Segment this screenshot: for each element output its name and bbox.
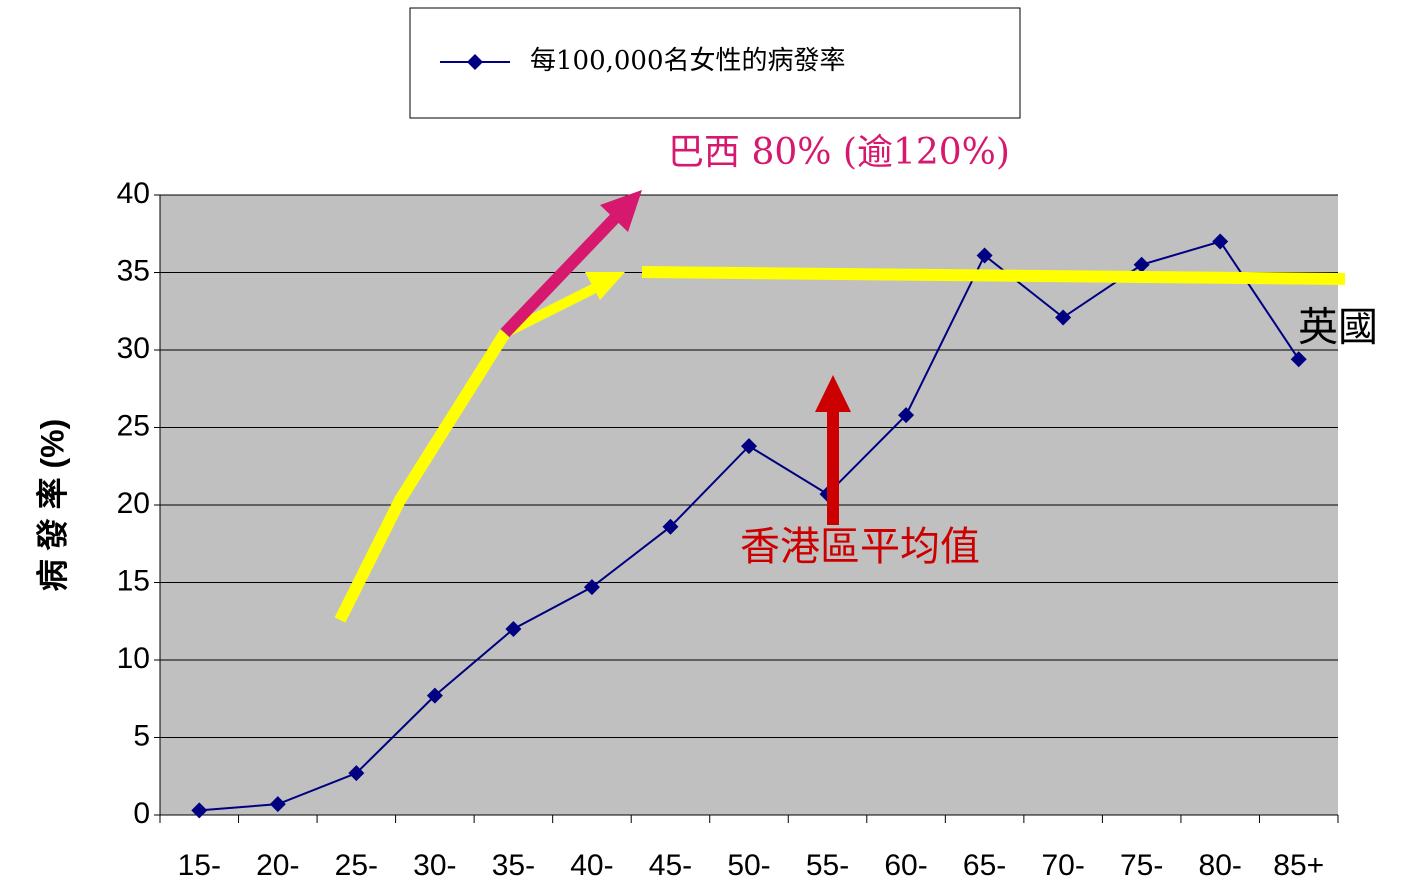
marker: [269, 796, 286, 813]
legend-label: 每100,000名女性的病發率: [530, 46, 846, 76]
x-tick-label: 70-: [1041, 849, 1084, 882]
x-tick-label: 75-: [1120, 849, 1163, 882]
y-tick-label: 20: [117, 487, 150, 520]
y-tick-label: 5: [133, 719, 150, 752]
x-tick-label: 45-: [649, 849, 692, 882]
annotation: 英國: [1298, 306, 1378, 350]
y-tick-label: 15: [117, 564, 150, 597]
annotation: 巴西 80% (逾120%): [668, 132, 1010, 173]
x-tick-label: 55-: [806, 849, 849, 882]
y-tick-label: 40: [117, 177, 150, 210]
y-tick-label: 30: [117, 332, 150, 365]
pink-arrow: [500, 213, 620, 338]
y-tick-label: 0: [133, 797, 150, 830]
marker: [741, 438, 757, 455]
marker: [426, 687, 443, 704]
annotation: 香港區平均值: [740, 524, 980, 570]
marker: [976, 247, 993, 264]
x-tick-label: 80-: [1199, 849, 1242, 882]
x-tick-label: 60-: [884, 849, 927, 882]
plot: 0 5 10 15 20 25 30 35 40 15- 20- 25- 30- 35- 40- 45- 50-…: [117, 177, 1339, 882]
overlay-arrows: [334, 190, 1346, 623]
marker: [1055, 309, 1072, 326]
marker: [1212, 233, 1229, 250]
x-tick-label: 35-: [492, 849, 535, 882]
x-tick-label: 25-: [335, 849, 378, 882]
marker: [505, 621, 522, 637]
marker: [191, 802, 208, 819]
x-tick-label: 50-: [727, 849, 770, 882]
marker: [1290, 351, 1307, 368]
marker: [348, 765, 365, 782]
y-tick-label: 35: [117, 254, 150, 287]
y-tick-label: 10: [117, 642, 150, 675]
x-tick-label: 15-: [178, 849, 221, 882]
legend-box: [409, 7, 1021, 119]
x-tick-label: 40-: [570, 849, 613, 882]
x-tick-label: 85+: [1273, 849, 1324, 882]
marker: [583, 579, 600, 596]
x-tick-label: 20-: [256, 849, 299, 882]
y-tick-label: 25: [117, 409, 150, 442]
marker: [662, 518, 679, 535]
red-arrow-head: [815, 375, 851, 412]
yellow-curve: [334, 329, 511, 623]
legend-marker: [467, 54, 483, 70]
y-axis-label: 病 發 率 (%): [34, 419, 70, 591]
yellow-line: [641, 266, 1346, 285]
marker: [898, 407, 915, 424]
pink-arrow-head: [600, 190, 642, 232]
marker: [1133, 256, 1150, 273]
x-tick-label: 65-: [963, 849, 1006, 882]
x-tick-label: 30-: [413, 849, 456, 882]
yellow-arrow-head: [585, 272, 625, 300]
